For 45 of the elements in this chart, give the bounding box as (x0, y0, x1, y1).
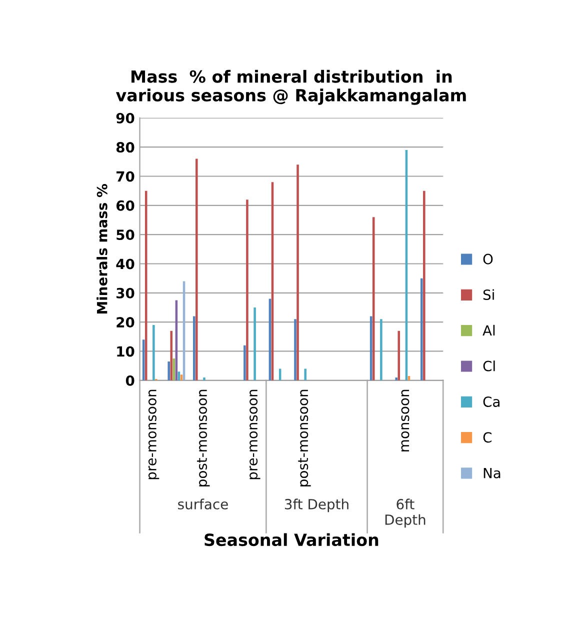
bar (398, 330, 400, 380)
y-tick-label: 30 (116, 288, 134, 298)
y-tick-label: 20 (116, 317, 134, 328)
x-tick-label: monsoon (401, 390, 410, 452)
bar (244, 345, 246, 380)
legend-label: Ca (483, 396, 500, 407)
y-tick-label: 10 (117, 346, 134, 357)
y-axis-title: Minerals mass % (96, 184, 108, 314)
bar (423, 190, 426, 380)
y-tick-label: 70 (116, 171, 134, 182)
legend-label: O (483, 254, 493, 264)
bar (296, 164, 299, 380)
bar (196, 158, 198, 380)
x-tick-label: pre-monsoon (148, 390, 160, 480)
bar (395, 377, 398, 380)
chart-title: Mass % of mineral distribution in various seasons @ Rajakkamangalam (116, 70, 466, 105)
x-tick-label: post-monsoon (298, 390, 311, 486)
bar (246, 200, 248, 380)
x-tick-label: post-monsoon (197, 390, 210, 486)
legend-label: Na (484, 468, 500, 478)
x-tick-label: pre-monsoon (250, 390, 260, 480)
y-tick-label: 80 (116, 142, 134, 153)
text: 6ft Depth (385, 498, 426, 528)
text: 3ft Depth (284, 498, 348, 512)
bar (168, 361, 170, 380)
legend-label: C (483, 432, 492, 443)
bar (192, 316, 196, 380)
x-axis-title: Seasonal Variation (204, 533, 378, 546)
y-tick-label: 40 (116, 258, 134, 270)
y-tick-label: 60 (116, 200, 134, 211)
legend-label: Cl (483, 360, 495, 372)
bar (294, 319, 296, 380)
bar (170, 330, 173, 380)
bar (420, 278, 423, 380)
bar (152, 324, 155, 380)
y-tick-label: 0 (126, 375, 134, 386)
bar (203, 377, 206, 380)
legend-label: Si (483, 289, 494, 300)
y-tick-label: 90 (116, 112, 134, 124)
bar (380, 319, 382, 380)
bar (304, 368, 306, 380)
bar (254, 307, 256, 380)
text: surface (178, 498, 228, 510)
legend-label: Al (482, 324, 495, 336)
y-tick-label: 50 (116, 230, 134, 240)
